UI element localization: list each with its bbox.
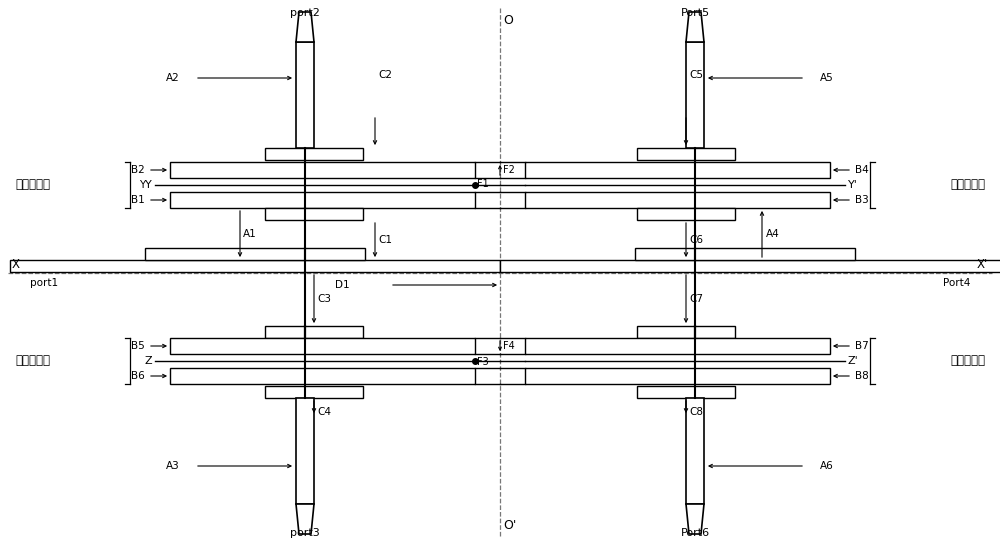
Text: Y: Y <box>145 180 152 190</box>
Text: B7: B7 <box>855 341 869 351</box>
Text: A4: A4 <box>766 229 780 239</box>
Polygon shape <box>637 326 735 338</box>
Text: B4: B4 <box>855 165 869 175</box>
Text: C4: C4 <box>317 407 331 417</box>
Text: 第四滤波器: 第四滤波器 <box>950 354 985 367</box>
Polygon shape <box>525 338 830 354</box>
Polygon shape <box>145 248 365 260</box>
Text: 第三滤波器: 第三滤波器 <box>15 354 50 367</box>
Polygon shape <box>170 192 475 208</box>
Text: B6: B6 <box>131 371 145 381</box>
Text: Port5: Port5 <box>680 8 710 18</box>
Text: port2: port2 <box>290 8 320 18</box>
Polygon shape <box>296 42 314 148</box>
Text: C6: C6 <box>689 235 703 245</box>
Text: Y: Y <box>139 180 145 190</box>
Text: O: O <box>503 14 513 27</box>
Polygon shape <box>296 398 314 504</box>
Polygon shape <box>170 338 475 354</box>
Text: Z': Z' <box>848 356 859 366</box>
Text: O': O' <box>503 519 516 532</box>
Text: C8: C8 <box>689 407 703 417</box>
Polygon shape <box>637 148 735 160</box>
Polygon shape <box>10 260 500 272</box>
Polygon shape <box>170 368 475 384</box>
Text: A2: A2 <box>166 73 180 83</box>
Text: B3: B3 <box>855 195 869 205</box>
Text: F4: F4 <box>503 341 515 351</box>
Polygon shape <box>296 504 314 534</box>
Text: Port6: Port6 <box>680 528 710 538</box>
Text: A5: A5 <box>820 73 834 83</box>
Polygon shape <box>265 326 363 338</box>
Text: A1: A1 <box>243 229 257 239</box>
Text: F3: F3 <box>477 357 489 367</box>
Text: port1: port1 <box>30 278 58 288</box>
Polygon shape <box>525 192 830 208</box>
Text: A3: A3 <box>166 461 180 471</box>
Text: B8: B8 <box>855 371 869 381</box>
Text: Y': Y' <box>848 180 858 190</box>
Text: 第二滤波器: 第二滤波器 <box>950 179 985 192</box>
Polygon shape <box>296 12 314 42</box>
Text: C7: C7 <box>689 294 703 304</box>
Polygon shape <box>637 386 735 398</box>
Polygon shape <box>525 162 830 178</box>
Text: C2: C2 <box>378 70 392 80</box>
Polygon shape <box>170 162 475 178</box>
Polygon shape <box>265 386 363 398</box>
Text: C3: C3 <box>317 294 331 304</box>
Text: Port4: Port4 <box>943 278 970 288</box>
Polygon shape <box>265 208 363 220</box>
Polygon shape <box>637 208 735 220</box>
Text: port3: port3 <box>290 528 320 538</box>
Text: B5: B5 <box>131 341 145 351</box>
Text: X: X <box>12 258 20 271</box>
Text: Z: Z <box>144 356 152 366</box>
Text: D1: D1 <box>335 280 350 290</box>
Polygon shape <box>500 260 1000 272</box>
Text: A6: A6 <box>820 461 834 471</box>
Text: F1: F1 <box>477 179 489 189</box>
Polygon shape <box>635 248 855 260</box>
Polygon shape <box>686 504 704 534</box>
Text: F2: F2 <box>503 165 515 175</box>
Text: B2: B2 <box>131 165 145 175</box>
Text: C5: C5 <box>689 70 703 80</box>
Text: 第一滤波器: 第一滤波器 <box>15 179 50 192</box>
Polygon shape <box>525 368 830 384</box>
Polygon shape <box>686 42 704 148</box>
Text: X': X' <box>977 258 988 271</box>
Polygon shape <box>265 148 363 160</box>
Text: C1: C1 <box>378 235 392 245</box>
Text: B1: B1 <box>131 195 145 205</box>
Polygon shape <box>686 398 704 504</box>
Polygon shape <box>686 12 704 42</box>
